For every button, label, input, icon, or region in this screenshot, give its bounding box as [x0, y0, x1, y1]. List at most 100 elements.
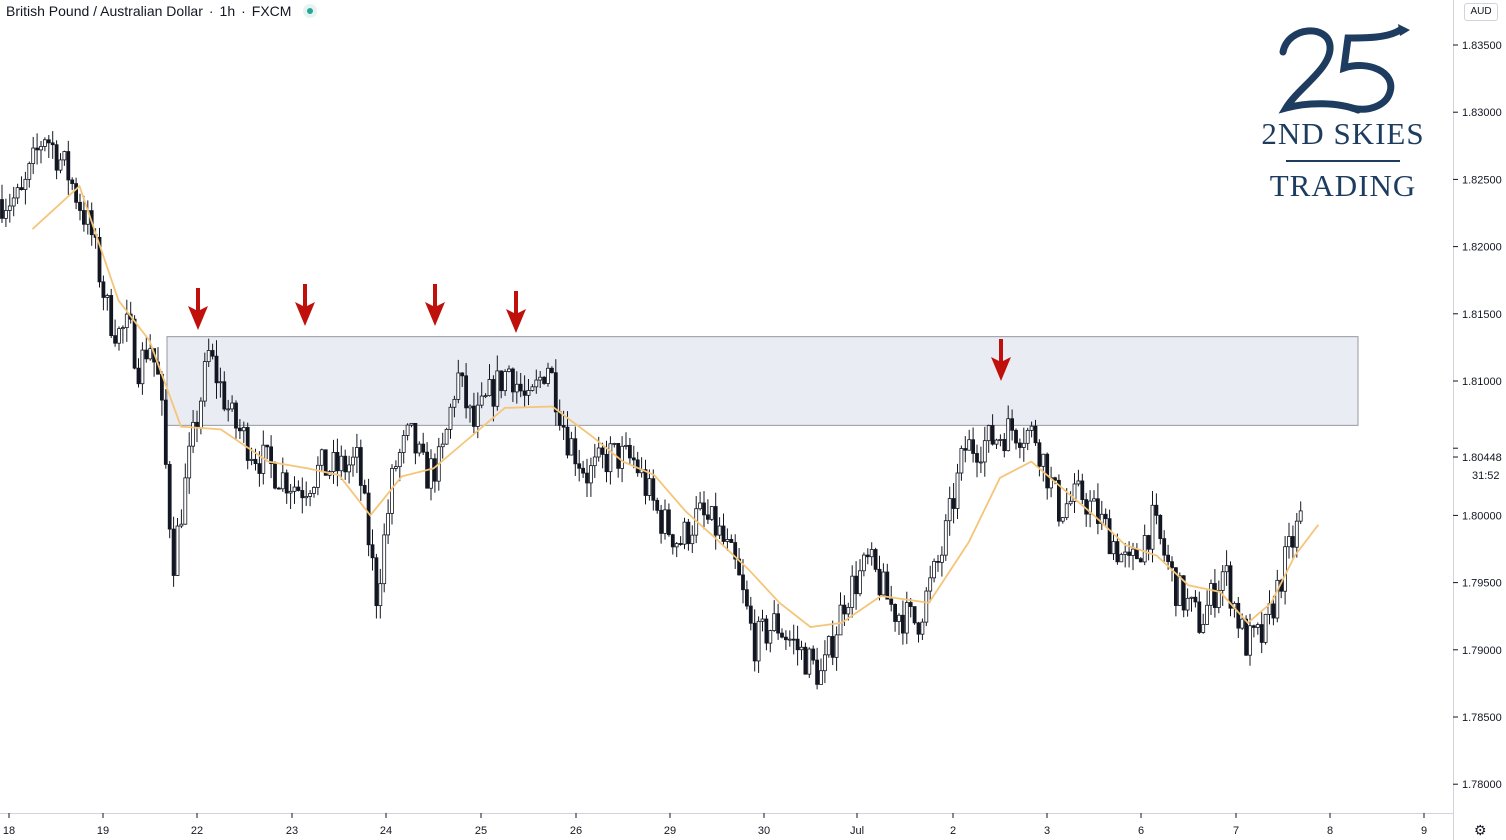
- time-tick-label: 18: [3, 825, 15, 837]
- candle-body: [417, 443, 422, 454]
- candle-body: [791, 638, 796, 641]
- candle-body: [11, 197, 16, 207]
- candle-body: [15, 187, 20, 199]
- candle-body: [222, 381, 227, 410]
- candle-body: [234, 402, 238, 429]
- candle-body: [1244, 618, 1248, 656]
- candle-body: [826, 636, 831, 656]
- candle-body: [971, 439, 975, 454]
- candle-body: [265, 444, 270, 448]
- candle-body: [713, 506, 718, 536]
- interval-label[interactable]: 1h: [219, 3, 236, 19]
- candle-body: [374, 557, 379, 607]
- logo-divider: [1286, 160, 1400, 162]
- candle-body: [413, 422, 418, 454]
- candle-body: [585, 472, 589, 484]
- candle-body: [218, 381, 223, 384]
- candle-body: [421, 443, 426, 453]
- candle-body: [1185, 597, 1190, 611]
- candle-body: [959, 448, 964, 474]
- candle-body: [967, 439, 972, 451]
- candle-body: [468, 405, 472, 409]
- candle-body: [304, 496, 309, 499]
- candle-body: [924, 590, 929, 623]
- candle-body: [273, 463, 277, 489]
- candle-body: [986, 425, 991, 442]
- market-status-icon: [303, 4, 318, 18]
- candle-body: [1154, 504, 1159, 516]
- candle-body: [690, 534, 695, 545]
- candle-body: [43, 139, 47, 147]
- candle-body: [538, 376, 543, 381]
- candle-body: [577, 463, 582, 469]
- candle-body: [729, 539, 734, 543]
- candle-body: [608, 443, 613, 473]
- logo-line-1: 2ND SKIES: [1261, 116, 1425, 151]
- candle-body: [503, 371, 508, 392]
- candle-body: [460, 372, 465, 377]
- time-tick-label: 25: [475, 825, 487, 837]
- candle-body: [706, 514, 710, 520]
- candle-body: [975, 453, 979, 463]
- candle-body: [799, 646, 804, 651]
- price-axis[interactable]: 1.83500 1.83000 1.82500 1.82000 1.81500 1.810…: [1453, 40, 1502, 791]
- candle-body: [432, 458, 437, 482]
- currency-badge[interactable]: AUD: [1464, 3, 1498, 21]
- candle-body: [659, 509, 663, 534]
- candle-body: [865, 554, 870, 558]
- candle-body: [179, 523, 184, 527]
- candle-body: [23, 178, 28, 190]
- candle-body: [105, 295, 110, 298]
- candle-body: [253, 458, 258, 465]
- candle-body: [167, 464, 172, 530]
- candle-body: [569, 438, 574, 456]
- candle-body: [31, 147, 36, 164]
- time-tick-label: Jul: [850, 825, 864, 837]
- candle-body: [893, 603, 897, 622]
- candle-body: [323, 449, 328, 476]
- candle-body: [651, 478, 656, 501]
- candle-body: [46, 139, 51, 144]
- resistance-zone[interactable]: [166, 336, 1359, 426]
- logo-numeral-graphic: [1278, 24, 1410, 114]
- price-tick-label: 1.79000: [1462, 645, 1502, 657]
- candle-body: [163, 399, 168, 465]
- candle-body: [4, 210, 8, 219]
- candle-body: [382, 534, 387, 585]
- candle-body: [483, 395, 488, 398]
- candle-body: [101, 281, 106, 298]
- candle-body: [249, 458, 254, 461]
- candle-body: [1138, 558, 1143, 563]
- candle-body: [553, 372, 558, 413]
- candle-body: [1060, 517, 1065, 522]
- candle-body: [947, 498, 952, 522]
- candle-body: [1255, 624, 1260, 628]
- candle-body: [1189, 596, 1194, 599]
- candle-body: [0, 199, 4, 219]
- candle-body: [1298, 510, 1303, 522]
- candle-body: [904, 602, 909, 634]
- candle-body: [124, 313, 129, 329]
- candle-body: [803, 646, 808, 675]
- candle-body: [183, 477, 188, 525]
- symbol-header[interactable]: British Pound / Australian Dollar · 1h ·…: [6, 3, 318, 19]
- candle-body: [1201, 623, 1206, 633]
- candle-body: [1010, 418, 1014, 431]
- candle-body: [1177, 575, 1182, 606]
- candle-body: [1158, 514, 1163, 540]
- candle-body: [1037, 442, 1042, 467]
- candle-body: [366, 492, 371, 546]
- settings-gear-icon[interactable]: ⚙: [1474, 822, 1487, 838]
- candle-body: [62, 151, 67, 161]
- candle-body: [132, 318, 137, 369]
- candle-body: [1119, 553, 1124, 563]
- time-axis[interactable]: 18 19 22 23 24 25 26 29 30 Jul 2 3 6 7 8 9: [3, 813, 1427, 837]
- candle-body: [565, 426, 570, 456]
- candle-body: [370, 544, 375, 559]
- candle-body: [885, 571, 890, 600]
- candle-body: [1103, 513, 1108, 520]
- candle-body: [709, 506, 714, 520]
- resistance-arrow-icon: [991, 339, 1011, 381]
- candle-body: [807, 648, 812, 675]
